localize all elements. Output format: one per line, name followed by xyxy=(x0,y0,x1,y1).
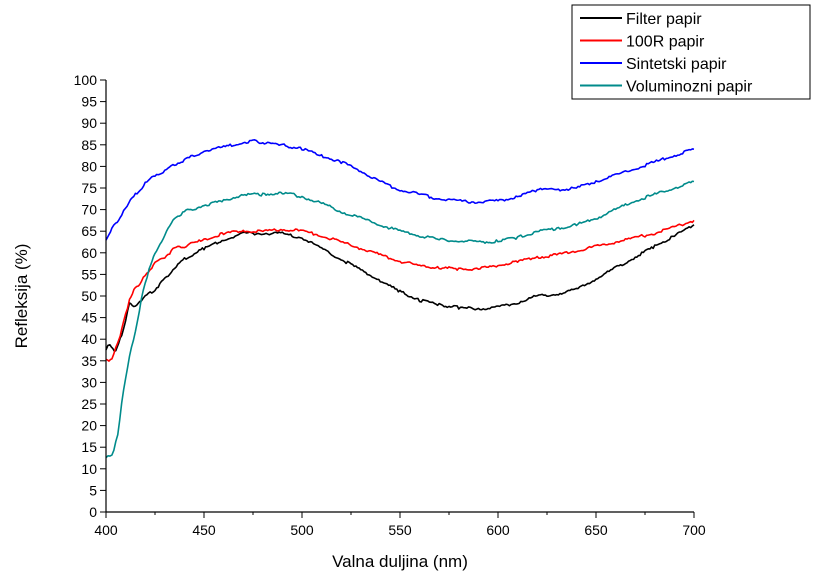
x-axis-title: Valna duljina (nm) xyxy=(332,552,468,571)
x-tick-label: 600 xyxy=(486,522,510,538)
y-tick-label: 35 xyxy=(81,353,97,369)
y-tick-label: 95 xyxy=(81,94,97,110)
y-axis-title: Refleksija (%) xyxy=(12,244,31,349)
y-tick-label: 55 xyxy=(81,266,97,282)
y-tick-label: 0 xyxy=(89,504,97,520)
y-tick-label: 45 xyxy=(81,310,97,326)
y-tick-label: 75 xyxy=(81,180,97,196)
series-layer xyxy=(105,139,695,459)
x-tick-label: 650 xyxy=(584,522,608,538)
y-tick-label: 5 xyxy=(89,482,97,498)
y-tick-label: 30 xyxy=(81,374,97,390)
y-tick-label: 25 xyxy=(81,396,97,412)
x-tick-label: 450 xyxy=(192,522,216,538)
y-tick-label: 15 xyxy=(81,439,97,455)
series-line-2 xyxy=(105,219,695,362)
x-tick-label: 700 xyxy=(682,522,706,538)
y-tick-label: 20 xyxy=(81,418,97,434)
x-tick-label: 550 xyxy=(388,522,412,538)
y-tick-label: 50 xyxy=(81,288,97,304)
x-tick-label: 400 xyxy=(94,522,118,538)
y-tick-label: 10 xyxy=(81,461,97,477)
legend-label: Filter papir xyxy=(626,11,702,28)
y-tick-label: 90 xyxy=(81,115,97,131)
y-tick-label: 60 xyxy=(81,245,97,261)
legend-label: Voluminozni papir xyxy=(626,79,753,96)
series-line-4 xyxy=(105,180,695,459)
x-tick-label: 500 xyxy=(290,522,314,538)
series-line-3 xyxy=(105,139,695,241)
legend-label: Sintetski papir xyxy=(626,56,727,73)
legend-box xyxy=(571,4,811,100)
y-tick-label: 40 xyxy=(81,331,97,347)
y-tick-label: 65 xyxy=(81,223,97,239)
y-tick-label: 70 xyxy=(81,202,97,218)
legend: Filter papir 100R papir Sintetski papir Vol… xyxy=(571,4,811,100)
legend-label: 100R papir xyxy=(626,34,705,51)
y-tick-label: 80 xyxy=(81,158,97,174)
axes-layer: 400 450 500 550 600 650 700 0 5 10 15 20 25 30 35 40 45 5… xyxy=(74,72,706,538)
y-tick-label: 85 xyxy=(81,137,97,153)
series-line-1 xyxy=(105,224,695,352)
y-tick-label: 100 xyxy=(74,72,98,88)
